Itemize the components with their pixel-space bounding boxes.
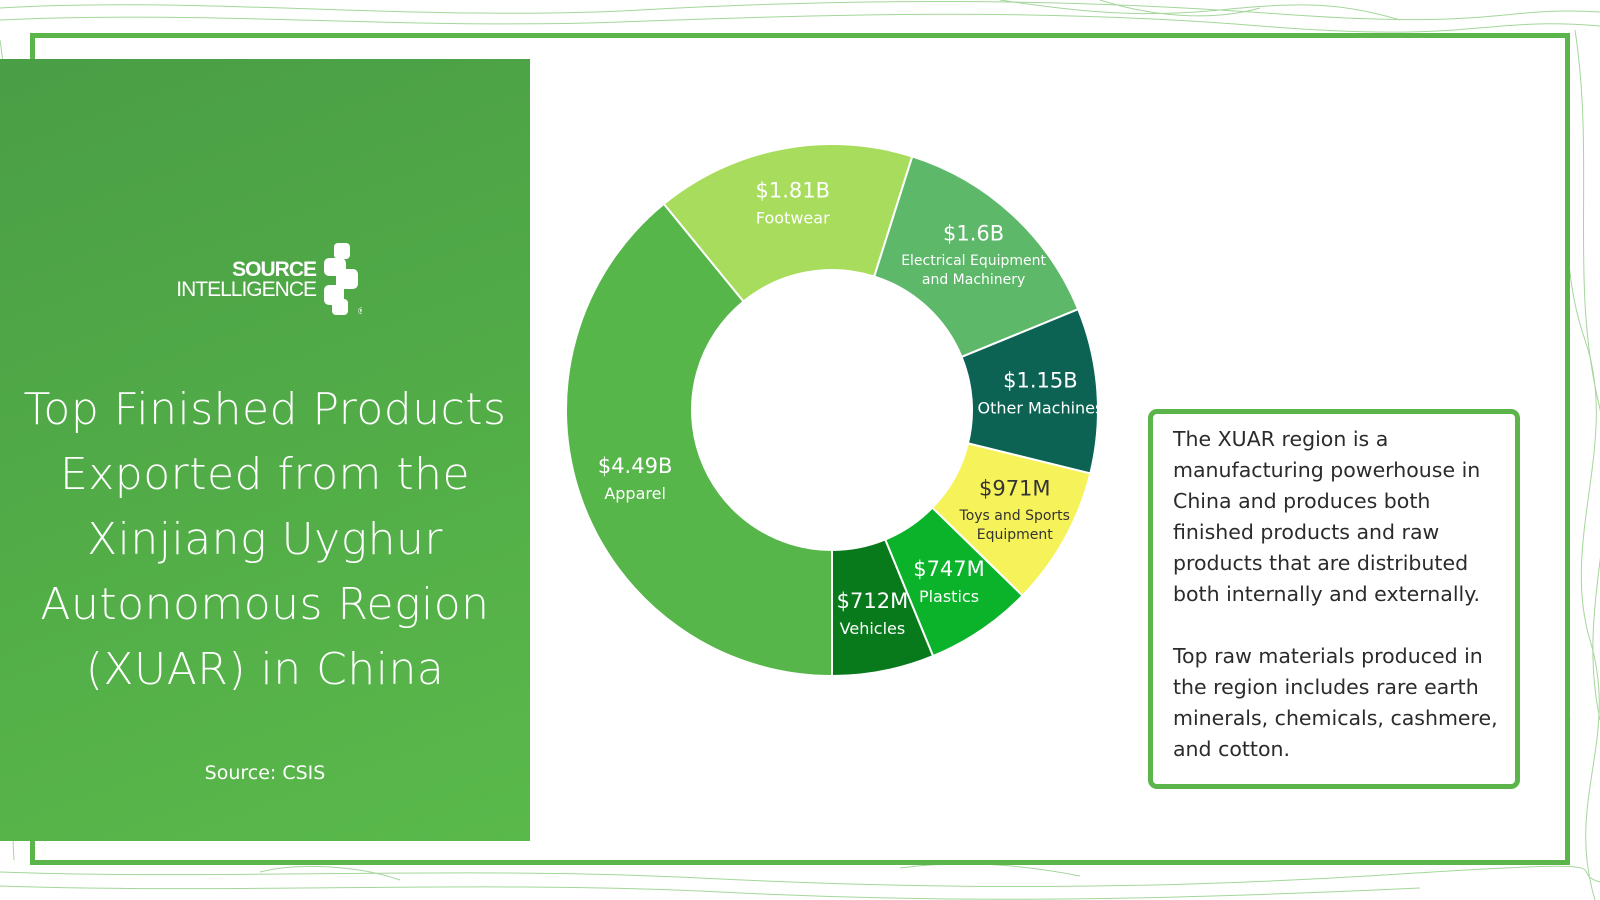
category-label-electrical-equipment-and-machinery: and Machinery — [922, 272, 1025, 288]
logo-mark-icon: ® — [324, 243, 362, 316]
slice-footwear — [662, 143, 914, 303]
value-label-apparel: $4.49B — [598, 454, 673, 478]
slice-vehicles — [831, 538, 935, 678]
donut-labels: $4.49B Apparel $1.81B Footwear $1.6B Electric… — [598, 179, 1104, 639]
category-label-toys-and-sports-equipment: Equipment — [977, 527, 1054, 543]
value-label-footwear: $1.81B — [756, 179, 831, 203]
info-paragraph-2: Top raw materials produced in the region… — [1173, 644, 1498, 761]
value-label-toys-and-sports-equipment: $971M — [979, 477, 1051, 501]
logo-registered-mark: ® — [358, 306, 362, 316]
slice-electrical-equipment-and-machinery — [872, 155, 1080, 359]
value-label-electrical-equipment-and-machinery: $1.6B — [943, 222, 1004, 246]
page-title: Top Finished Products Exported from the … — [23, 384, 507, 695]
value-label-vehicles: $712M — [837, 589, 909, 613]
category-label-electrical-equipment-and-machinery: Electrical Equipment — [901, 253, 1046, 269]
category-label-plastics: Plastics — [919, 587, 979, 606]
logo-word-source: SOURCE — [232, 258, 317, 281]
donut-slices — [565, 143, 1099, 678]
category-label-apparel: Apparel — [604, 484, 666, 503]
donut-chart: $4.49B Apparel $1.81B Footwear $1.6B Electric… — [565, 143, 1104, 678]
logo-word-intelligence: INTELLIGENCE — [176, 278, 317, 301]
source-note: Source: CSIS — [204, 762, 326, 784]
value-label-plastics: $747M — [913, 557, 985, 581]
source-intelligence-logo: SOURCE INTELLIGENCE ® — [162, 241, 362, 321]
info-box: The XUAR region is a manufacturing power… — [1148, 409, 1520, 789]
slice-apparel — [565, 202, 833, 678]
category-label-footwear: Footwear — [756, 209, 830, 228]
category-label-other-machines: Other Machines — [978, 399, 1104, 418]
info-paragraph-1: The XUAR region is a manufacturing power… — [1173, 427, 1481, 606]
title-panel: SOURCE INTELLIGENCE ® Top Finished Produ… — [0, 59, 530, 841]
value-label-other-machines: $1.15B — [1003, 368, 1078, 392]
category-label-vehicles: Vehicles — [840, 619, 906, 638]
category-label-toys-and-sports-equipment: Toys and Sports — [959, 508, 1070, 524]
